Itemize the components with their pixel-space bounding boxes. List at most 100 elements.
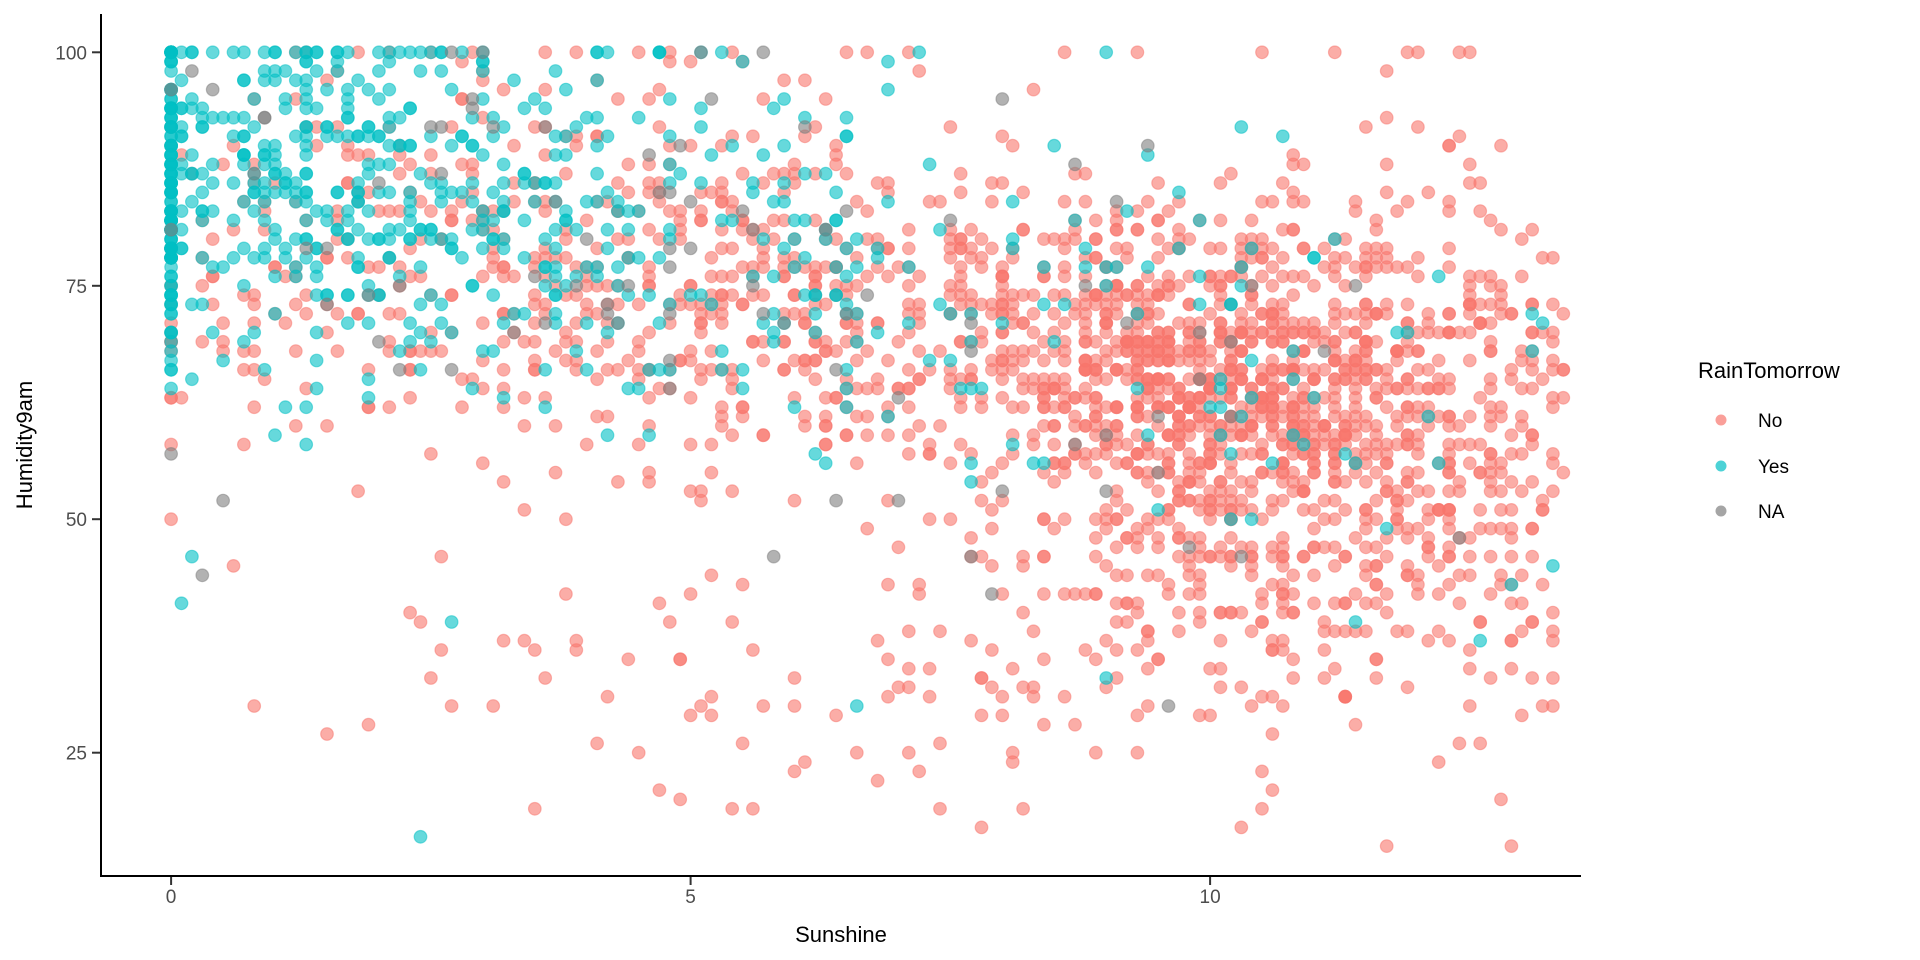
data-point: [1410, 344, 1425, 359]
data-point: [164, 447, 179, 461]
data-point: [1525, 325, 1540, 340]
data-point: [662, 92, 677, 106]
data-point: [756, 232, 771, 247]
data-point: [1431, 587, 1446, 601]
data-point: [1348, 306, 1363, 321]
data-point: [1005, 437, 1020, 452]
data-point: [839, 166, 854, 181]
data-point: [964, 633, 978, 648]
data-point: [798, 166, 812, 181]
legend-item-na: NA: [1715, 502, 1785, 523]
data-point: [268, 306, 282, 321]
data-point: [1088, 512, 1103, 527]
data-point: [1286, 671, 1301, 685]
data-point: [403, 232, 418, 247]
data-point: [1462, 661, 1477, 676]
points-group-na: [164, 45, 1467, 713]
data-point: [1234, 820, 1249, 835]
data-point: [195, 250, 210, 265]
data-point: [496, 157, 511, 172]
data-point: [746, 643, 760, 657]
data-point: [922, 512, 937, 527]
data-point: [299, 101, 314, 116]
data-point: [860, 381, 875, 396]
data-point: [808, 306, 823, 321]
data-point: [766, 325, 781, 340]
data-point: [548, 288, 563, 303]
data-point: [735, 54, 750, 69]
data-point: [1400, 559, 1415, 573]
data-point: [746, 176, 760, 190]
data-point: [1317, 671, 1332, 685]
data-point: [1348, 400, 1363, 415]
data-point: [205, 260, 220, 275]
data-point: [714, 213, 729, 228]
data-point: [1213, 661, 1228, 676]
data-point: [1192, 577, 1207, 592]
data-point: [652, 250, 667, 265]
data-point: [849, 334, 864, 349]
data-point: [1151, 306, 1165, 321]
data-point: [974, 493, 989, 508]
data-point: [673, 792, 688, 807]
data-point: [226, 559, 241, 573]
data-point: [288, 269, 303, 284]
data-point: [735, 577, 750, 592]
data-point: [1338, 549, 1353, 564]
data-point: [1431, 269, 1446, 284]
data-point: [1286, 605, 1301, 620]
data-point: [1255, 194, 1269, 209]
data-point: [818, 437, 833, 452]
data-point: [1265, 493, 1280, 508]
data-point: [694, 484, 708, 499]
data-point: [829, 213, 843, 228]
data-point: [195, 568, 210, 583]
data-point: [1057, 269, 1072, 284]
data-point: [1379, 484, 1394, 499]
data-point: [1244, 241, 1259, 256]
data-point: [777, 176, 791, 190]
data-point: [777, 316, 791, 331]
data-point: [361, 82, 376, 97]
data-point: [1473, 736, 1488, 751]
data-point: [1255, 764, 1269, 779]
data-point: [1244, 278, 1259, 293]
data-point: [870, 250, 885, 265]
data-point: [1275, 699, 1290, 713]
data-point: [1504, 475, 1519, 489]
data-point: [1348, 587, 1363, 601]
y-tick-label: 100: [55, 43, 87, 64]
data-point: [164, 334, 179, 349]
data-point: [1130, 708, 1145, 723]
data-point: [1016, 801, 1030, 816]
data-point: [579, 297, 594, 312]
data-point: [392, 344, 407, 359]
data-point: [538, 232, 553, 247]
data-point: [247, 699, 262, 713]
data-point: [1234, 493, 1249, 508]
data-point: [1421, 185, 1436, 200]
data-point: [1327, 45, 1342, 60]
data-point: [953, 381, 968, 396]
data-point: [1130, 531, 1145, 545]
data-point: [351, 73, 366, 88]
data-point: [870, 372, 885, 387]
data-point: [1462, 306, 1477, 321]
data-point: [1213, 633, 1228, 648]
data-point: [382, 45, 397, 60]
data-point: [424, 334, 438, 349]
data-point: [1400, 325, 1415, 340]
data-point: [662, 129, 677, 144]
data-point: [881, 689, 895, 704]
data-point: [382, 250, 397, 265]
data-point: [829, 390, 843, 405]
x-tick-label: 10: [1200, 887, 1221, 908]
data-point: [299, 129, 314, 144]
data-point: [901, 400, 916, 415]
data-point: [1130, 306, 1145, 321]
data-point: [1265, 306, 1280, 321]
data-point: [1016, 400, 1030, 415]
data-point: [756, 92, 771, 106]
data-point: [1286, 400, 1301, 415]
data-point: [1390, 260, 1404, 275]
